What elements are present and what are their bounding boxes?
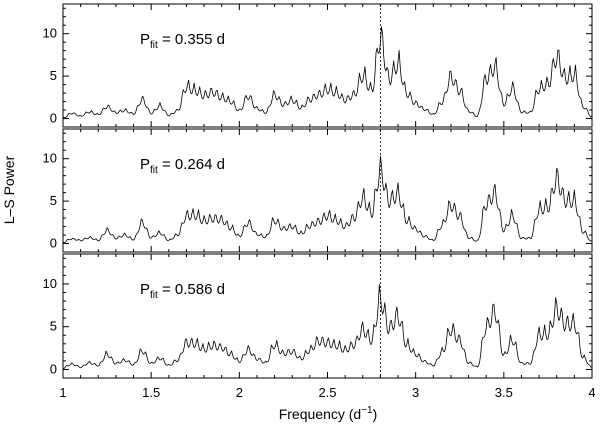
x-tick-label: 1	[59, 385, 66, 400]
x-tick-label: 2.5	[318, 385, 336, 400]
y-tick-label: 0	[50, 361, 57, 376]
panel-frame	[62, 128, 593, 253]
y-tick-label: 10	[43, 26, 57, 41]
period-annotation: Pfit = 0.355 d	[140, 31, 225, 51]
y-tick-label: 0	[50, 236, 57, 251]
x-axis-title-superscript: −1	[361, 405, 373, 416]
y-tick-label: 5	[50, 319, 57, 334]
x-tick-label: 3.5	[495, 385, 513, 400]
period-annotation: Pfit = 0.586 d	[140, 281, 225, 301]
panel-frame	[62, 3, 593, 128]
panels-group: 0 5 10 Pfit = 0.355 d 0 5 10 Pfit = 0.264 d 0 5 10…	[43, 3, 593, 379]
y-axis-title: L–S Power	[1, 155, 17, 224]
panel-frame	[62, 253, 593, 379]
period-annotation: Pfit = 0.264 d	[140, 156, 225, 176]
power-series	[62, 155, 593, 243]
y-tick-label: 10	[43, 276, 57, 291]
y-tick-label: 5	[50, 193, 57, 208]
x-tick-label: 1.5	[142, 385, 160, 400]
y-tick-label: 0	[50, 111, 57, 126]
y-tick-label: 10	[43, 151, 57, 166]
x-tick-label: 2	[236, 385, 243, 400]
panel-1: 0 5 10 Pfit = 0.355 d	[43, 3, 593, 128]
x-tick-label: 4	[588, 385, 595, 400]
x-tick-labels: 1 1.5 2 2.5 3 3.5 4	[59, 385, 595, 400]
x-tick-label: 3	[412, 385, 419, 400]
x-axis-title: Frequency (d−1)	[279, 405, 378, 422]
panel-3: 0 5 10 Pfit = 0.586 d	[43, 253, 593, 379]
y-tick-label: 5	[50, 68, 57, 83]
panel-2: 0 5 10 Pfit = 0.264 d	[43, 128, 593, 253]
power-series	[62, 283, 593, 370]
power-series	[62, 26, 593, 119]
